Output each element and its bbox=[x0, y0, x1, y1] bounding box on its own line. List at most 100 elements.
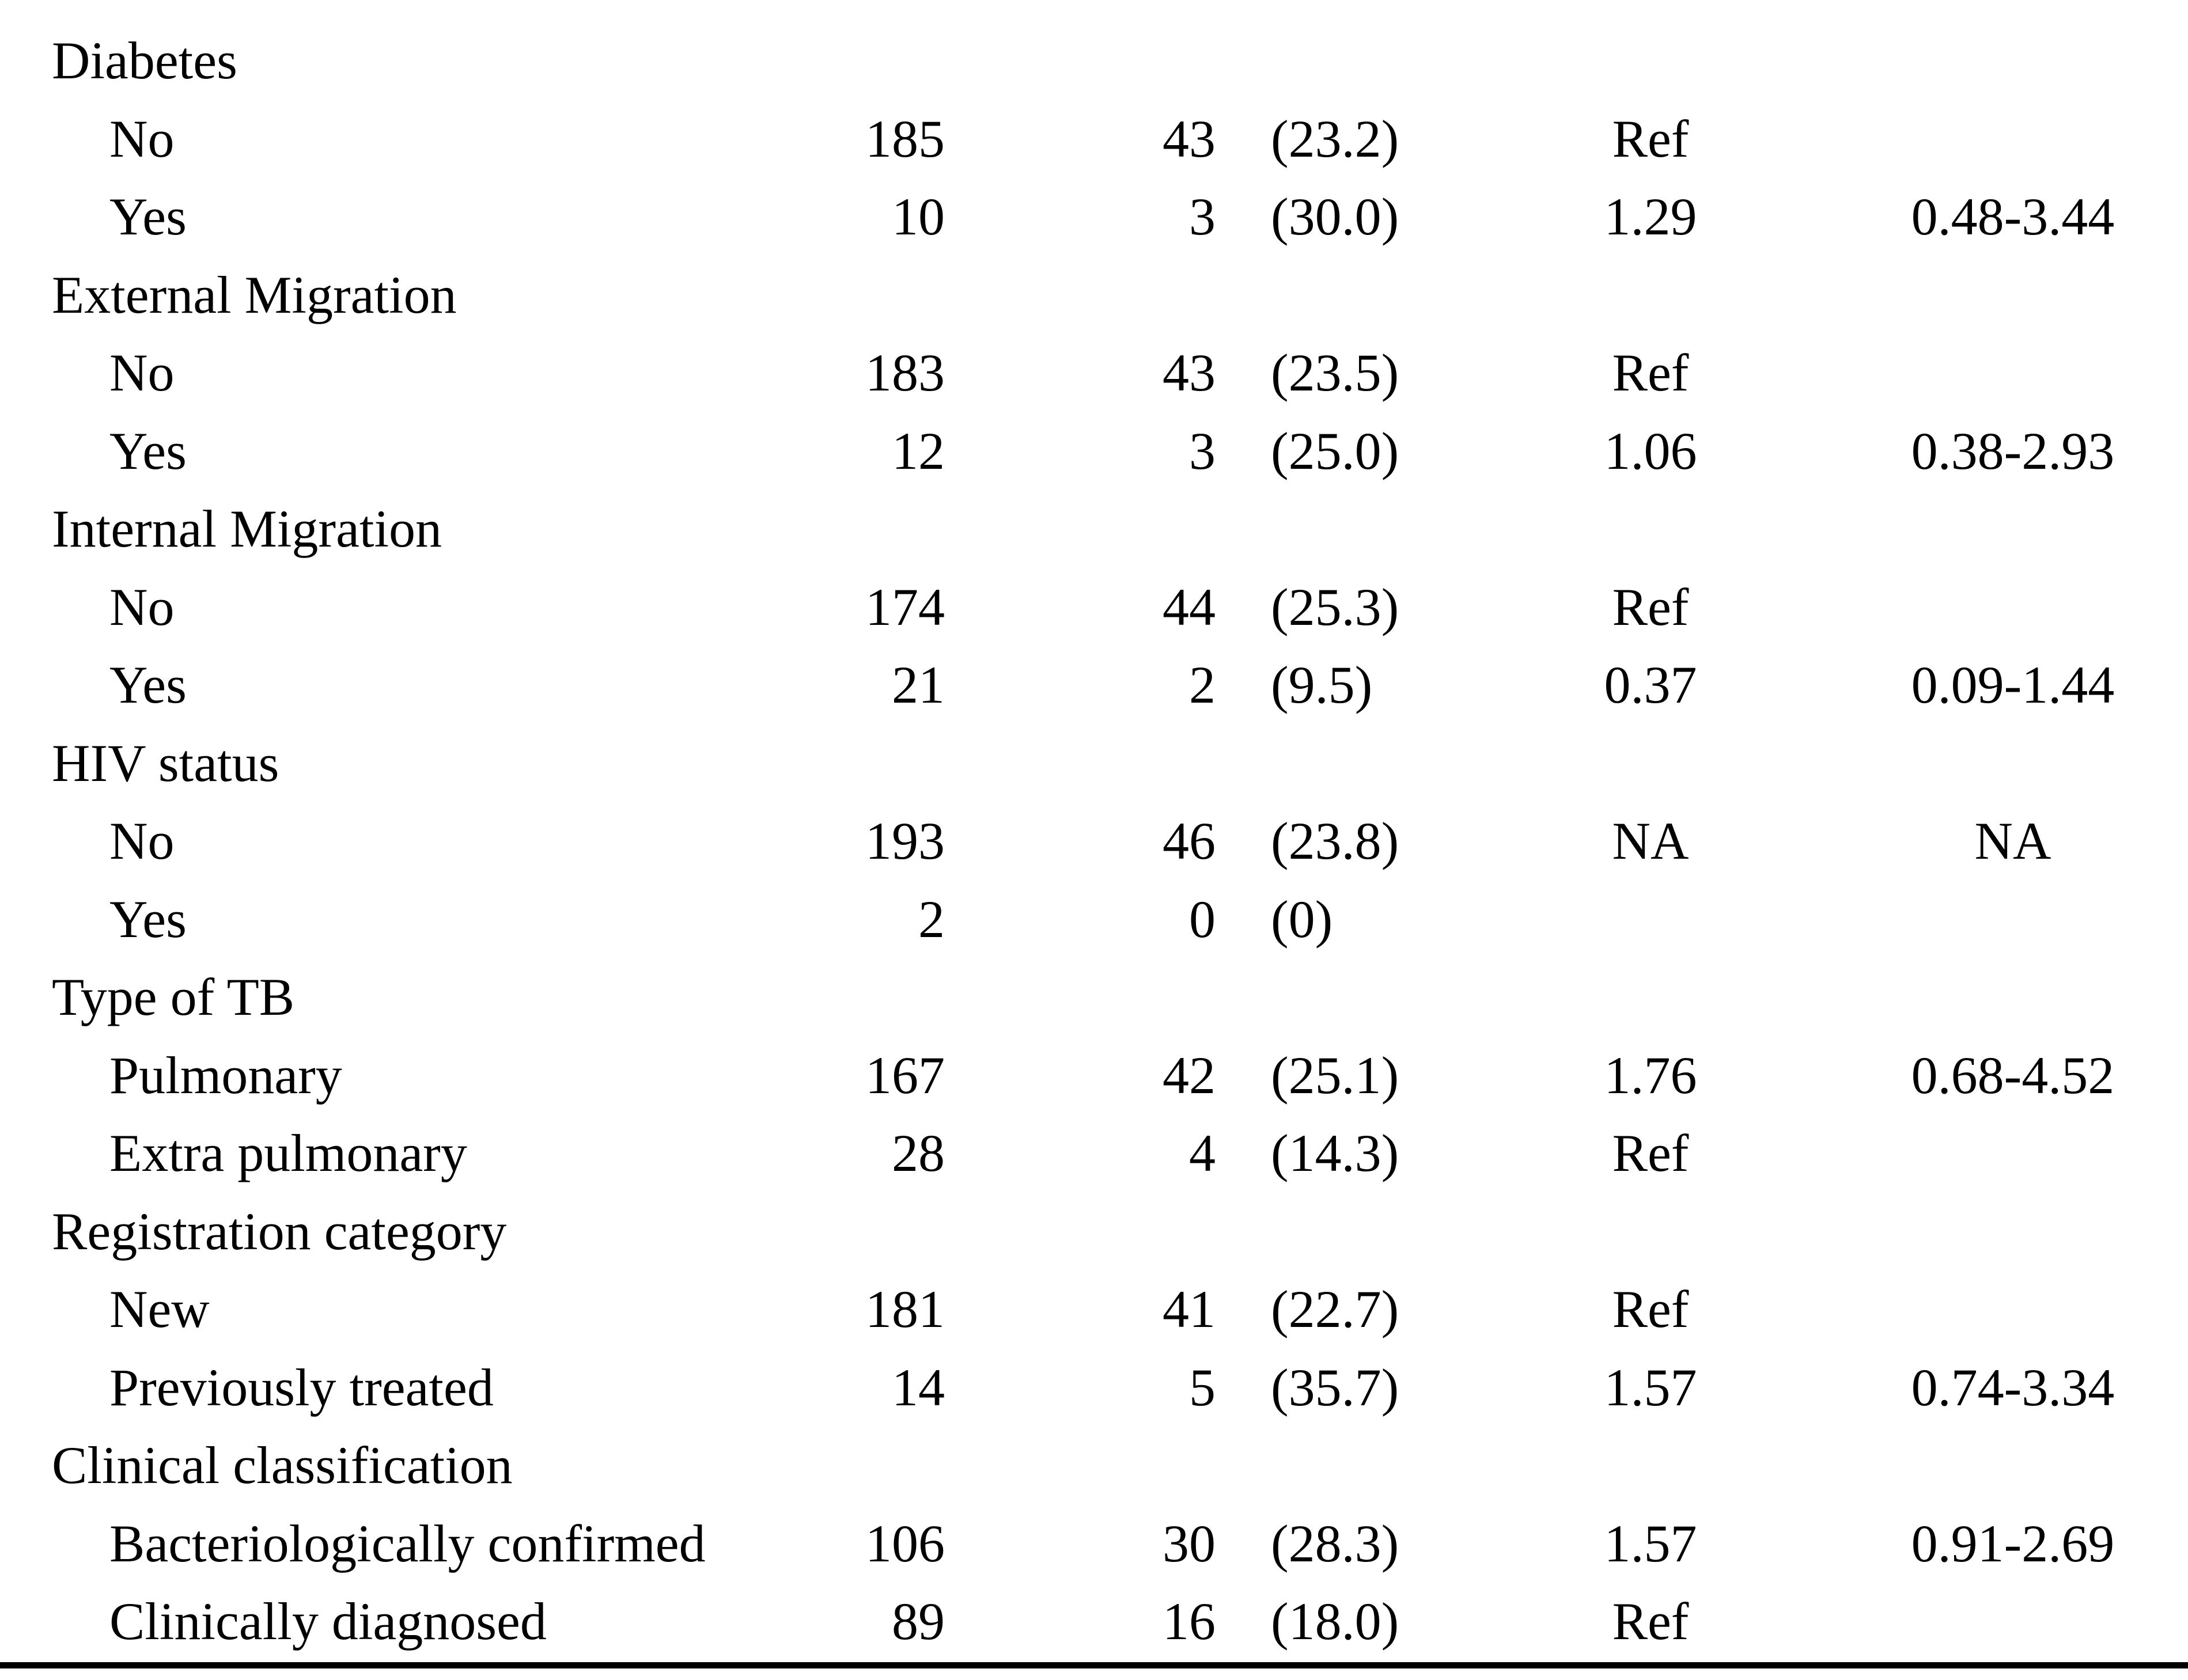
col-percent: (23.8) bbox=[1271, 811, 1399, 871]
table-row-group-clinical-classification: Clinical classification bbox=[0, 1427, 2188, 1505]
col-total: 10 bbox=[892, 187, 945, 246]
col-events: 4 bbox=[1189, 1124, 1216, 1183]
col-total: 106 bbox=[865, 1514, 945, 1573]
row-label: Yes bbox=[109, 655, 187, 715]
col-confidence-interval: 0.74-3.34 bbox=[1911, 1357, 2115, 1417]
col-confidence-interval: NA bbox=[1974, 811, 2051, 871]
col-percent: (22.7) bbox=[1271, 1280, 1399, 1339]
col-risk-ratio: 1.57 bbox=[1604, 1514, 1697, 1573]
col-percent: (35.7) bbox=[1271, 1357, 1399, 1417]
table-row-group-external-migration: External Migration bbox=[0, 256, 2188, 335]
col-events: 41 bbox=[1163, 1280, 1216, 1339]
col-percent: (0) bbox=[1271, 889, 1333, 949]
col-percent: (25.1) bbox=[1271, 1045, 1399, 1105]
row-label: No bbox=[109, 577, 175, 636]
table-row: Yes 10 3 (30.0) 1.29 0.48-3.44 bbox=[0, 178, 2188, 256]
table-row: Pulmonary 167 42 (25.1) 1.76 0.68-4.52 bbox=[0, 1037, 2188, 1115]
row-label: Yes bbox=[109, 187, 187, 246]
col-events: 16 bbox=[1163, 1592, 1216, 1651]
col-risk-ratio: Ref bbox=[1612, 1280, 1689, 1339]
col-total: 28 bbox=[892, 1124, 945, 1183]
row-label: Previously treated bbox=[109, 1357, 494, 1417]
row-label: Pulmonary bbox=[109, 1045, 342, 1105]
col-total: 14 bbox=[892, 1357, 945, 1417]
col-events: 30 bbox=[1163, 1514, 1216, 1573]
col-risk-ratio: Ref bbox=[1612, 1124, 1689, 1183]
table-row-group-diabetes: Diabetes bbox=[0, 22, 2188, 100]
col-percent: (25.3) bbox=[1271, 577, 1399, 636]
col-total: 185 bbox=[865, 109, 945, 168]
table-row: Bacteriologically confirmed 106 30 (28.3… bbox=[0, 1505, 2188, 1583]
col-confidence-interval: 0.09-1.44 bbox=[1911, 655, 2115, 715]
col-risk-ratio: 1.29 bbox=[1604, 187, 1697, 246]
table-row: Yes 21 2 (9.5) 0.37 0.09-1.44 bbox=[0, 646, 2188, 725]
col-total: 183 bbox=[865, 343, 945, 403]
col-events: 2 bbox=[1189, 655, 1216, 715]
row-label: HIV status bbox=[52, 733, 279, 792]
row-label: Yes bbox=[109, 421, 187, 480]
row-label: Clinically diagnosed bbox=[109, 1592, 547, 1651]
table-row: No 183 43 (23.5) Ref bbox=[0, 334, 2188, 412]
col-confidence-interval: 0.38-2.93 bbox=[1911, 421, 2115, 480]
col-total: 174 bbox=[865, 577, 945, 636]
table-row: Extra pulmonary 28 4 (14.3) Ref bbox=[0, 1114, 2188, 1193]
row-label: Diabetes bbox=[52, 31, 237, 90]
col-events: 3 bbox=[1189, 421, 1216, 480]
col-risk-ratio: Ref bbox=[1612, 343, 1689, 403]
col-percent: (30.0) bbox=[1271, 187, 1399, 246]
col-percent: (9.5) bbox=[1271, 655, 1373, 715]
row-label: Clinical classification bbox=[52, 1436, 513, 1495]
col-risk-ratio: Ref bbox=[1612, 109, 1689, 168]
table-row: Clinically diagnosed 89 16 (18.0) Ref bbox=[0, 1583, 2188, 1661]
col-risk-ratio: NA bbox=[1612, 811, 1689, 871]
row-label: No bbox=[109, 343, 175, 403]
col-events: 46 bbox=[1163, 811, 1216, 871]
row-label: No bbox=[109, 109, 175, 168]
col-events: 44 bbox=[1163, 577, 1216, 636]
col-risk-ratio: 1.06 bbox=[1604, 421, 1697, 480]
col-risk-ratio: Ref bbox=[1612, 1592, 1689, 1651]
table-row: No 193 46 (23.8) NA NA bbox=[0, 802, 2188, 881]
col-percent: (18.0) bbox=[1271, 1592, 1399, 1651]
col-events: 5 bbox=[1189, 1357, 1216, 1417]
col-confidence-interval: 0.48-3.44 bbox=[1911, 187, 2115, 246]
table-bottom-rule bbox=[0, 1662, 2188, 1668]
table-row-group-registration-category: Registration category bbox=[0, 1193, 2188, 1271]
table-row: Yes 12 3 (25.0) 1.06 0.38-2.93 bbox=[0, 412, 2188, 491]
col-percent: (23.2) bbox=[1271, 109, 1399, 168]
row-label: No bbox=[109, 811, 175, 871]
col-total: 193 bbox=[865, 811, 945, 871]
col-percent: (23.5) bbox=[1271, 343, 1399, 403]
col-events: 42 bbox=[1163, 1045, 1216, 1105]
col-percent: (28.3) bbox=[1271, 1514, 1399, 1573]
table-row-group-hiv-status: HIV status bbox=[0, 725, 2188, 803]
col-total: 89 bbox=[892, 1592, 945, 1651]
col-confidence-interval: 0.91-2.69 bbox=[1911, 1514, 2115, 1573]
table-row: Yes 2 0 (0) bbox=[0, 881, 2188, 959]
col-confidence-interval: 0.68-4.52 bbox=[1911, 1045, 2115, 1105]
col-total: 167 bbox=[865, 1045, 945, 1105]
col-events: 43 bbox=[1163, 343, 1216, 403]
col-percent: (14.3) bbox=[1271, 1124, 1399, 1183]
row-label: Registration category bbox=[52, 1201, 507, 1261]
table-row: No 174 44 (25.3) Ref bbox=[0, 568, 2188, 647]
col-risk-ratio: 1.76 bbox=[1604, 1045, 1697, 1105]
table-row-group-internal-migration: Internal Migration bbox=[0, 490, 2188, 568]
col-events: 43 bbox=[1163, 109, 1216, 168]
table-row-group-type-of-tb: Type of TB bbox=[0, 958, 2188, 1037]
col-percent: (25.0) bbox=[1271, 421, 1399, 480]
row-label: Extra pulmonary bbox=[109, 1124, 467, 1183]
col-risk-ratio: Ref bbox=[1612, 577, 1689, 636]
col-total: 12 bbox=[892, 421, 945, 480]
table-row: New 181 41 (22.7) Ref bbox=[0, 1271, 2188, 1349]
table-row: Previously treated 14 5 (35.7) 1.57 0.74… bbox=[0, 1349, 2188, 1427]
row-label: Yes bbox=[109, 889, 187, 949]
col-risk-ratio: 1.57 bbox=[1604, 1357, 1697, 1417]
col-total: 181 bbox=[865, 1280, 945, 1339]
col-events: 0 bbox=[1189, 889, 1216, 949]
row-label: External Migration bbox=[52, 265, 457, 324]
table-row: No 185 43 (23.2) Ref bbox=[0, 100, 2188, 179]
col-events: 3 bbox=[1189, 187, 1216, 246]
row-label: Type of TB bbox=[52, 968, 295, 1027]
